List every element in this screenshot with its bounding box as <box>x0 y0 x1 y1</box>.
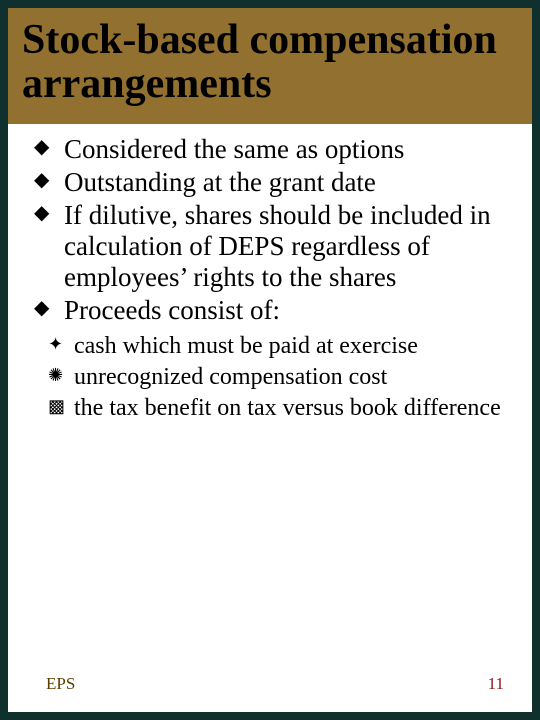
bullet-item: Outstanding at the grant date <box>32 167 508 198</box>
star4-icon: ✦ <box>48 335 63 353</box>
bullet-list: Considered the same as options Outstandi… <box>32 134 508 326</box>
sub-bullet-text: unrecognized compensation cost <box>74 364 387 390</box>
burst-icon: ✺ <box>48 366 63 384</box>
title-band: Stock-based compensation arrangements <box>8 8 532 124</box>
slide-body: Considered the same as options Outstandi… <box>8 124 532 674</box>
sub-bullet-item: ▩ the tax benefit on tax versus book diff… <box>48 394 508 423</box>
sub-bullet-item: ✺ unrecognized compensation cost <box>48 363 508 392</box>
slide: Stock-based compensation arrangements Co… <box>8 8 532 712</box>
bullet-item: Considered the same as options <box>32 134 508 165</box>
sub-bullet-item: ✦ cash which must be paid at exercise <box>48 332 508 361</box>
bullet-item: If dilutive, shares should be included i… <box>32 200 508 293</box>
sub-bullet-text: the tax benefit on tax versus book diffe… <box>74 395 501 421</box>
square-icon: ▩ <box>48 397 65 415</box>
sub-bullet-list: ✦ cash which must be paid at exercise ✺ un… <box>48 332 508 422</box>
bullet-text: Considered the same as options <box>64 134 404 164</box>
slide-footer: EPS 11 <box>8 674 532 712</box>
bullet-text: If dilutive, shares should be included i… <box>64 200 491 292</box>
bullet-text: Proceeds consist of: <box>64 295 280 325</box>
sub-bullet-text: cash which must be paid at exercise <box>74 333 418 359</box>
bullet-item: Proceeds consist of: <box>32 295 508 326</box>
slide-title: Stock-based compensation arrangements <box>22 18 518 106</box>
footer-left: EPS <box>46 674 75 694</box>
footer-page-number: 11 <box>488 674 504 694</box>
bullet-text: Outstanding at the grant date <box>64 167 376 197</box>
